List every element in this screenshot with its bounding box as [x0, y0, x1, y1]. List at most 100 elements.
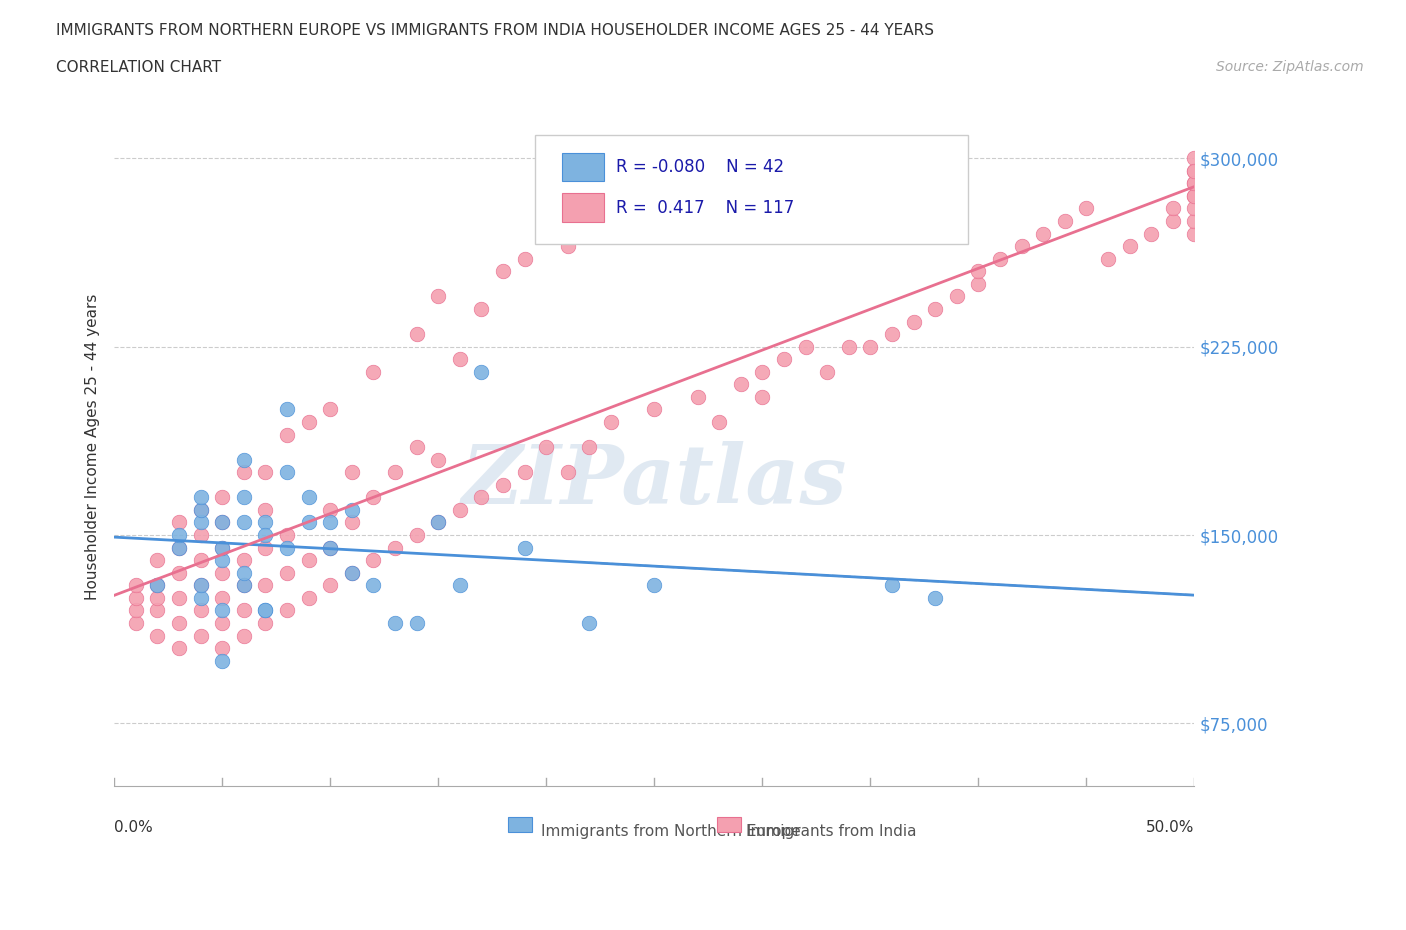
Point: [1011, 239, 1033, 254]
Point: [967, 276, 990, 291]
Point: [190, 603, 212, 618]
Point: [190, 490, 212, 505]
Point: [405, 616, 427, 631]
Point: [1184, 164, 1206, 179]
Point: [298, 552, 321, 567]
Point: [513, 540, 536, 555]
Text: CORRELATION CHART: CORRELATION CHART: [56, 60, 221, 75]
Point: [470, 301, 492, 316]
Point: [211, 641, 233, 656]
Point: [211, 552, 233, 567]
Point: [924, 591, 946, 605]
Point: [1140, 226, 1163, 241]
Point: [1118, 239, 1140, 254]
Point: [449, 502, 471, 517]
Point: [686, 390, 709, 405]
Point: [815, 365, 838, 379]
Point: [319, 540, 342, 555]
Point: [146, 603, 169, 618]
Y-axis label: Householder Income Ages 25 - 44 years: Householder Income Ages 25 - 44 years: [86, 294, 100, 600]
Point: [276, 540, 298, 555]
Point: [146, 578, 169, 592]
Point: [298, 515, 321, 530]
Point: [167, 527, 190, 542]
Point: [276, 603, 298, 618]
Point: [1184, 201, 1206, 216]
Point: [298, 490, 321, 505]
Point: [232, 515, 254, 530]
Point: [967, 264, 990, 279]
Point: [751, 390, 773, 405]
Point: [1097, 251, 1119, 266]
Text: 50.0%: 50.0%: [1146, 820, 1195, 835]
Text: ZIPatlas: ZIPatlas: [461, 441, 846, 521]
Point: [319, 540, 342, 555]
Point: [492, 477, 515, 492]
FancyBboxPatch shape: [562, 153, 603, 181]
FancyBboxPatch shape: [536, 135, 967, 244]
Point: [232, 578, 254, 592]
Point: [340, 465, 363, 480]
Point: [167, 616, 190, 631]
Point: [232, 603, 254, 618]
Point: [363, 490, 385, 505]
Point: [1053, 214, 1076, 229]
Point: [254, 603, 277, 618]
Point: [384, 540, 406, 555]
Point: [319, 515, 342, 530]
Point: [513, 251, 536, 266]
Point: [1184, 226, 1206, 241]
Point: [211, 540, 233, 555]
Text: IMMIGRANTS FROM NORTHERN EUROPE VS IMMIGRANTS FROM INDIA HOUSEHOLDER INCOME AGES: IMMIGRANTS FROM NORTHERN EUROPE VS IMMIG…: [56, 23, 934, 38]
Text: R =  0.417    N = 117: R = 0.417 N = 117: [616, 199, 794, 217]
Point: [794, 339, 817, 354]
Point: [340, 565, 363, 580]
Point: [880, 326, 903, 341]
Point: [211, 490, 233, 505]
Point: [190, 591, 212, 605]
Point: [340, 515, 363, 530]
Point: [190, 578, 212, 592]
Point: [211, 603, 233, 618]
Point: [1076, 201, 1098, 216]
Point: [146, 552, 169, 567]
Point: [319, 402, 342, 417]
Point: [1161, 201, 1184, 216]
Point: [773, 352, 796, 366]
Point: [232, 578, 254, 592]
Point: [211, 653, 233, 668]
Point: [167, 540, 190, 555]
Point: [449, 578, 471, 592]
Point: [190, 502, 212, 517]
Point: [211, 616, 233, 631]
Point: [1184, 164, 1206, 179]
Point: [232, 465, 254, 480]
Point: [232, 565, 254, 580]
Point: [146, 578, 169, 592]
Text: Immigrants from India: Immigrants from India: [747, 824, 917, 839]
Point: [903, 314, 925, 329]
Point: [276, 527, 298, 542]
Point: [427, 515, 450, 530]
Point: [146, 628, 169, 643]
Point: [363, 365, 385, 379]
Point: [211, 591, 233, 605]
Point: [340, 565, 363, 580]
Point: [340, 502, 363, 517]
Point: [167, 540, 190, 555]
Point: [492, 264, 515, 279]
Point: [557, 239, 579, 254]
Point: [190, 527, 212, 542]
Point: [254, 540, 277, 555]
Point: [1184, 151, 1206, 166]
Point: [125, 603, 148, 618]
Point: [190, 552, 212, 567]
Text: Immigrants from Northern Europe: Immigrants from Northern Europe: [541, 824, 800, 839]
Point: [319, 502, 342, 517]
Point: [298, 415, 321, 430]
Point: [363, 552, 385, 567]
Point: [190, 502, 212, 517]
FancyBboxPatch shape: [717, 817, 741, 832]
Point: [578, 226, 600, 241]
Point: [513, 465, 536, 480]
